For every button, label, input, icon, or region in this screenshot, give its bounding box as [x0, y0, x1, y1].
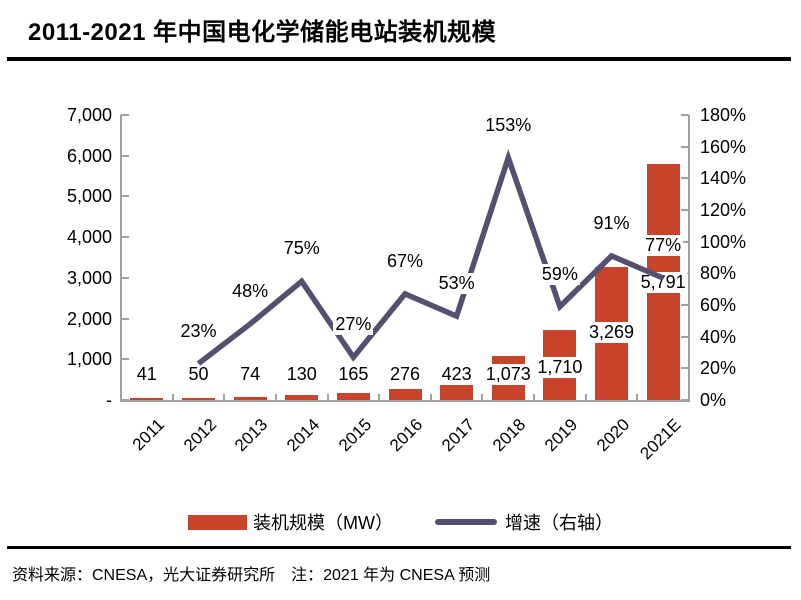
x-axis-tick — [326, 394, 329, 400]
bar — [388, 388, 422, 400]
bar-value-label: 130 — [284, 364, 319, 385]
y-axis-right-tick — [681, 114, 689, 116]
y-axis-right-tick — [681, 145, 689, 148]
x-axis-tick — [429, 394, 432, 400]
y-axis-left-label: 6,000 — [66, 145, 112, 166]
bar-value-label: 74 — [238, 364, 263, 385]
growth-value-label: 23% — [178, 320, 219, 342]
y-axis-left-label: 5,000 — [66, 186, 112, 207]
y-axis-right-label: 20% — [700, 358, 737, 379]
y-axis-right-tick — [681, 367, 689, 370]
y-axis-right-label: 140% — [700, 168, 747, 189]
legend-label-installed-capacity: 装机规模（MW） — [253, 513, 393, 533]
y-axis-right-label: 0% — [700, 390, 727, 410]
y-axis-right-label: 80% — [700, 263, 737, 284]
y-axis-right-tick — [681, 177, 689, 180]
x-axis-tick — [223, 394, 226, 400]
legend-label-growth-rate: 增速（右轴） — [504, 513, 613, 533]
bar — [130, 398, 164, 400]
x-axis-tick — [378, 394, 381, 400]
growth-value-label: 77% — [643, 235, 684, 257]
line-series-swatch — [434, 519, 497, 525]
x-axis-tick — [584, 394, 587, 400]
bar-value-label: 41 — [134, 364, 159, 385]
y-axis-left-label: 1,000 — [66, 349, 112, 370]
y-axis-right-label: 100% — [700, 231, 747, 252]
x-axis-tick — [636, 394, 639, 400]
y-axis-left-tick — [121, 195, 129, 198]
y-axis-right-label: 40% — [700, 326, 737, 347]
y-axis-left-label: - — [106, 390, 112, 410]
bar-value-label: 165 — [336, 364, 371, 385]
footer-divider — [7, 546, 791, 549]
y-axis-left-tick — [121, 236, 129, 239]
y-axis-left-tick — [121, 276, 129, 279]
bar-value-label: 5,791 — [638, 272, 688, 293]
y-axis-left-label: 7,000 — [66, 105, 112, 125]
y-axis-right — [688, 115, 690, 400]
x-axis — [120, 400, 690, 402]
y-axis-right-label: 160% — [700, 136, 747, 157]
y-axis-left-label: 2,000 — [66, 308, 112, 329]
legend-item-growth-rate: 增速（右轴） — [434, 509, 613, 535]
growth-value-label: 153% — [483, 114, 534, 136]
growth-value-label: 67% — [384, 250, 426, 272]
x-axis-tick — [274, 394, 277, 400]
growth-value-label: 53% — [436, 273, 477, 295]
bar-series-swatch — [188, 514, 247, 530]
y-axis-right-label: 60% — [700, 295, 737, 315]
bar — [285, 394, 319, 400]
y-axis-right-tick — [681, 335, 689, 338]
growth-line — [196, 149, 665, 366]
growth-value-label: 27% — [333, 314, 374, 336]
y-axis-left-tick — [121, 399, 129, 401]
bar — [336, 393, 370, 400]
bar-value-label: 423 — [439, 364, 474, 385]
bar-value-label: 276 — [387, 364, 423, 385]
growth-value-label: 75% — [281, 238, 322, 260]
growth-value-label: 91% — [591, 212, 632, 234]
y-axis-left — [120, 115, 122, 400]
y-axis-left-tick — [121, 154, 129, 157]
x-axis-tick — [688, 394, 690, 400]
bar-value-label: 1,073 — [483, 364, 533, 385]
y-axis-left-tick — [121, 317, 129, 320]
y-axis-left-label: 4,000 — [66, 227, 112, 248]
bar-value-label: 3,269 — [587, 322, 637, 343]
title-divider — [7, 57, 791, 61]
y-axis-left-tick — [121, 358, 129, 361]
source-note: 资料来源：CNESA，光大证券研究所 注：2021 年为 CNESA 预测 — [12, 567, 491, 584]
bar-value-label: 50 — [186, 364, 211, 385]
y-axis-right-tick — [681, 399, 689, 401]
y-axis-left-tick — [121, 114, 129, 116]
bar — [181, 397, 215, 400]
growth-value-label: 48% — [230, 281, 271, 302]
x-axis-tick — [171, 394, 174, 400]
bar-value-label: 1,710 — [535, 357, 585, 378]
y-axis-right-label: 120% — [700, 200, 747, 220]
x-axis-tick — [533, 394, 536, 400]
bar — [440, 382, 474, 400]
figure-title: 2011-2021 年中国电化学储能电站装机规模 — [28, 19, 497, 46]
y-axis-left-label: 3,000 — [66, 267, 112, 288]
bar — [233, 396, 267, 400]
y-axis-right-tick — [681, 240, 689, 243]
growth-value-label: 59% — [539, 263, 580, 285]
y-axis-right-tick — [681, 304, 689, 306]
x-axis-tick — [481, 394, 484, 400]
chart-legend: 装机规模（MW） 增速（右轴） — [0, 509, 801, 535]
y-axis-right-tick — [681, 209, 689, 211]
y-axis-right-label: 180% — [700, 105, 747, 125]
x-axis-tick — [120, 394, 122, 400]
legend-item-installed-capacity: 装机规模（MW） — [188, 509, 393, 535]
